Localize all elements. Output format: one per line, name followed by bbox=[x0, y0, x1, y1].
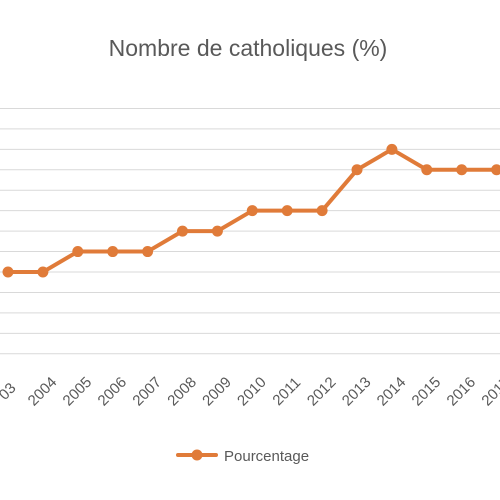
x-axis-tick-labels: 03 2004 2005 2006 2007 2008 2009 2010 2011 2012 20… bbox=[0, 374, 500, 410]
x-tick-label: 2012 bbox=[304, 374, 340, 410]
data-point bbox=[142, 246, 154, 258]
data-point bbox=[72, 246, 84, 258]
data-point bbox=[177, 225, 188, 237]
data-point bbox=[37, 266, 49, 278]
data-point bbox=[2, 266, 14, 278]
x-tick-label: 2005 bbox=[60, 374, 96, 410]
data-point bbox=[211, 225, 223, 237]
x-tick-label: 2007 bbox=[129, 374, 165, 410]
x-tick-label: 2006 bbox=[95, 374, 131, 410]
chart-title: Nombre de catholiques (%) bbox=[109, 35, 388, 61]
x-tick-label: 2004 bbox=[25, 374, 61, 410]
x-tick-label: 2010 bbox=[234, 374, 270, 410]
x-tick-label: 2013 bbox=[339, 374, 375, 410]
gridlines bbox=[0, 107, 500, 355]
data-point bbox=[421, 164, 433, 176]
data-point bbox=[351, 164, 363, 176]
data-point bbox=[107, 246, 119, 258]
data-point bbox=[386, 143, 398, 155]
data-point bbox=[491, 164, 500, 176]
data-point bbox=[456, 164, 468, 176]
data-point bbox=[246, 205, 258, 217]
x-tick-label: 2008 bbox=[164, 374, 200, 410]
x-tick-label: 2011 bbox=[269, 374, 304, 409]
data-point bbox=[316, 205, 328, 217]
x-tick-label: 2014 bbox=[374, 374, 410, 410]
x-tick-label: 2017 bbox=[478, 374, 500, 410]
x-tick-label: 2015 bbox=[409, 374, 445, 410]
x-tick-label: 03 bbox=[0, 380, 20, 404]
data-point bbox=[281, 205, 293, 217]
x-tick-label: 2009 bbox=[199, 374, 235, 410]
series-line bbox=[2, 143, 500, 278]
legend-point-marker bbox=[191, 449, 203, 461]
legend: Pourcentage bbox=[176, 448, 309, 465]
x-tick-label: 2016 bbox=[444, 374, 480, 410]
legend-label: Pourcentage bbox=[224, 448, 309, 465]
